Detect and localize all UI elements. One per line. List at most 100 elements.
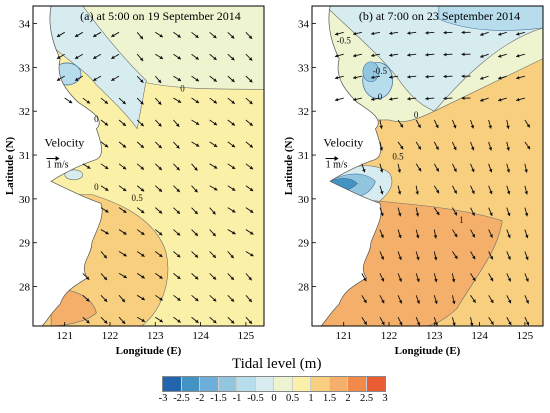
arrow-head xyxy=(212,276,217,280)
arrow-head xyxy=(213,78,217,82)
arrow-head xyxy=(525,300,529,304)
arrow-head xyxy=(461,52,465,57)
arrow-head xyxy=(104,187,109,191)
arrow-head xyxy=(121,298,125,303)
x-axis-label: Longitude (E) xyxy=(395,345,461,357)
arrow-head xyxy=(489,256,493,260)
x-tick-label: 124 xyxy=(471,330,488,342)
y-tick-label: 28 xyxy=(298,282,310,294)
arrow-head xyxy=(213,121,218,126)
panel-label: (a) at 5:00 on 19 September 2014 xyxy=(80,9,241,23)
arrow-head xyxy=(489,212,493,216)
land-mass xyxy=(312,6,382,326)
arrow-head xyxy=(231,122,235,126)
arrow-head xyxy=(353,31,357,36)
legend-tick-label: -1 xyxy=(232,393,242,404)
legend-swatch xyxy=(255,377,274,391)
arrow-head xyxy=(508,321,512,326)
y-tick-label: 29 xyxy=(298,238,310,250)
arrow-head xyxy=(230,35,235,39)
arrow-head xyxy=(389,97,393,101)
arrow-head xyxy=(231,143,236,148)
velocity-scale-arrow-head xyxy=(334,156,339,162)
arrow-head xyxy=(123,253,127,257)
arrow-head xyxy=(230,298,235,302)
arrow-head xyxy=(452,300,456,305)
arrow-head xyxy=(195,143,200,147)
arrow-head xyxy=(381,321,385,326)
x-axis-label: Longitude (E) xyxy=(116,345,182,357)
legend-tick-label: 2.5 xyxy=(359,393,374,404)
arrow-head xyxy=(213,100,217,104)
arrow-head xyxy=(425,52,429,57)
arrow-head xyxy=(489,277,494,282)
legend-swatch xyxy=(237,377,256,391)
arrow-head xyxy=(140,101,144,105)
arrow-head xyxy=(177,99,182,103)
arrow-head xyxy=(488,147,493,151)
arrow-head xyxy=(212,210,216,215)
arrow-head xyxy=(371,31,375,36)
arrow-head xyxy=(93,55,97,59)
arrow-head xyxy=(86,319,90,324)
arrow-head xyxy=(454,255,458,259)
arrow-head xyxy=(176,145,180,149)
x-tick-label: 125 xyxy=(517,330,534,342)
legend-tick-label: -2.5 xyxy=(173,393,190,404)
arrow-head xyxy=(490,321,494,325)
arrow-head xyxy=(248,276,252,281)
y-tick-label: 30 xyxy=(298,194,310,206)
arrow-head xyxy=(443,96,447,101)
arrow-head xyxy=(231,187,236,191)
arrow-head xyxy=(105,231,109,235)
arrow-head xyxy=(451,278,456,283)
arrow-head xyxy=(363,277,367,282)
legend-swatch xyxy=(181,377,200,391)
x-tick-label: 125 xyxy=(238,330,255,342)
arrow-head xyxy=(425,31,429,35)
arrow-head xyxy=(407,75,411,79)
y-tick-label: 29 xyxy=(19,238,31,250)
arrow-head xyxy=(195,99,200,104)
arrow-head xyxy=(389,31,393,36)
contour-label: 0.5 xyxy=(392,151,404,161)
velocity-arrows xyxy=(334,30,531,326)
arrow-head xyxy=(471,212,475,216)
arrow-head xyxy=(141,253,145,257)
arrow-head xyxy=(335,97,339,102)
arrow-head xyxy=(122,144,127,148)
arrow-head xyxy=(176,188,180,193)
arrow-head xyxy=(335,75,339,80)
arrow-head xyxy=(507,234,511,238)
arrow-head xyxy=(453,146,457,151)
arrow-head xyxy=(122,187,127,192)
arrow-head xyxy=(489,234,493,238)
arrow-head xyxy=(194,167,198,171)
y-tick-label: 30 xyxy=(19,194,31,206)
arrow-head xyxy=(212,232,216,237)
arrow-head xyxy=(526,145,531,150)
arrow-head xyxy=(506,190,511,195)
arrow-head xyxy=(248,35,253,39)
arrow-head xyxy=(212,254,216,258)
arrow-head xyxy=(363,299,367,304)
x-tick-label: 121 xyxy=(56,330,73,342)
arrow-head xyxy=(353,75,357,80)
arrow-head xyxy=(380,190,384,195)
velocity-label: Velocity xyxy=(44,135,84,149)
arrow-head xyxy=(158,253,163,257)
arrow-head xyxy=(469,322,474,326)
arrow-head xyxy=(68,99,73,104)
y-tick-label: 31 xyxy=(298,150,309,162)
arrow-head xyxy=(158,123,162,127)
y-tick-label: 34 xyxy=(298,19,310,31)
arrow-head xyxy=(231,56,235,61)
arrow-head xyxy=(498,76,502,80)
arrow-head xyxy=(407,31,411,35)
arrow-head xyxy=(111,77,115,81)
y-tick-label: 28 xyxy=(19,282,31,294)
y-tick-label: 33 xyxy=(298,62,310,74)
arrow-head xyxy=(525,256,529,260)
arrow-head xyxy=(140,144,144,148)
